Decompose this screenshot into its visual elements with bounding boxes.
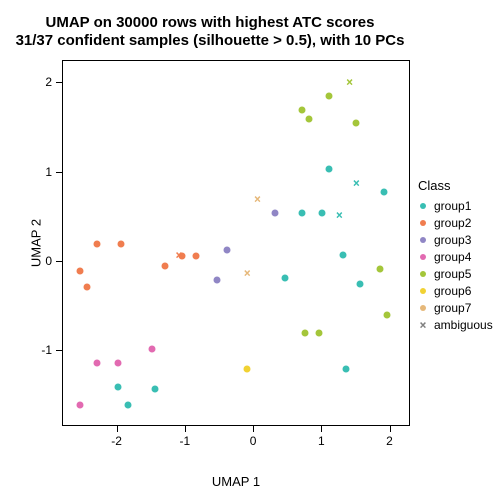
x-tick bbox=[117, 426, 118, 432]
data-point bbox=[298, 209, 305, 216]
legend-label: group1 bbox=[434, 199, 471, 213]
data-point bbox=[305, 116, 312, 123]
data-point: × bbox=[353, 177, 360, 189]
data-point bbox=[298, 107, 305, 114]
data-point bbox=[213, 276, 220, 283]
legend-label: group6 bbox=[434, 284, 471, 298]
data-point bbox=[193, 253, 200, 260]
y-tick bbox=[56, 350, 62, 351]
y-tick-label: -1 bbox=[32, 343, 52, 357]
data-point bbox=[118, 241, 125, 248]
data-point bbox=[124, 401, 131, 408]
chart-title-line2: 31/37 confident samples (silhouette > 0.… bbox=[0, 32, 420, 49]
data-point: × bbox=[336, 209, 343, 221]
legend: Class group1 group2 group3 group4 group5 grou… bbox=[418, 178, 493, 333]
data-point: × bbox=[175, 249, 182, 261]
data-point bbox=[380, 189, 387, 196]
cross-icon: × bbox=[418, 318, 428, 332]
data-point bbox=[326, 166, 333, 173]
legend-label: group7 bbox=[434, 301, 471, 315]
data-point bbox=[244, 365, 251, 372]
legend-item: group5 bbox=[418, 265, 493, 282]
legend-item: group2 bbox=[418, 214, 493, 231]
y-tick-label: 0 bbox=[32, 254, 52, 268]
data-point bbox=[319, 209, 326, 216]
x-tick-label: -1 bbox=[179, 434, 190, 448]
y-tick-label: 2 bbox=[32, 75, 52, 89]
legend-label: group5 bbox=[434, 267, 471, 281]
data-point: × bbox=[244, 267, 251, 279]
legend-item: group3 bbox=[418, 231, 493, 248]
y-tick bbox=[56, 82, 62, 83]
data-point bbox=[83, 283, 90, 290]
x-tick-label: 1 bbox=[318, 434, 325, 448]
data-point bbox=[326, 92, 333, 99]
legend-label: ambiguous bbox=[434, 318, 493, 332]
data-point bbox=[148, 346, 155, 353]
plot-area: × × × × × × bbox=[62, 60, 410, 426]
data-point bbox=[114, 359, 121, 366]
data-point bbox=[271, 209, 278, 216]
dot-icon bbox=[418, 203, 428, 209]
data-point bbox=[384, 312, 391, 319]
data-point: × bbox=[254, 193, 261, 205]
dot-icon bbox=[418, 237, 428, 243]
data-point bbox=[77, 401, 84, 408]
data-point bbox=[377, 265, 384, 272]
data-point bbox=[114, 383, 121, 390]
data-point bbox=[162, 263, 169, 270]
data-point bbox=[339, 251, 346, 258]
data-point bbox=[353, 120, 360, 127]
x-tick-label: 2 bbox=[386, 434, 393, 448]
data-point bbox=[281, 274, 288, 281]
dot-icon bbox=[418, 254, 428, 260]
y-tick bbox=[56, 261, 62, 262]
data-point bbox=[302, 330, 309, 337]
legend-label: group4 bbox=[434, 250, 471, 264]
data-point bbox=[356, 281, 363, 288]
data-point bbox=[152, 385, 159, 392]
x-tick-label: -2 bbox=[111, 434, 122, 448]
legend-label: group3 bbox=[434, 233, 471, 247]
x-tick-label: 0 bbox=[250, 434, 257, 448]
x-tick bbox=[185, 426, 186, 432]
legend-item: × ambiguous bbox=[418, 316, 493, 333]
data-point bbox=[77, 267, 84, 274]
x-tick bbox=[390, 426, 391, 432]
dot-icon bbox=[418, 288, 428, 294]
data-point bbox=[343, 365, 350, 372]
data-point bbox=[94, 359, 101, 366]
x-tick bbox=[253, 426, 254, 432]
legend-item: group6 bbox=[418, 282, 493, 299]
data-point bbox=[223, 247, 230, 254]
legend-title: Class bbox=[418, 178, 493, 193]
legend-item: group1 bbox=[418, 197, 493, 214]
dot-icon bbox=[418, 220, 428, 226]
legend-item: group7 bbox=[418, 299, 493, 316]
data-point: × bbox=[346, 76, 353, 88]
y-tick bbox=[56, 172, 62, 173]
legend-label: group2 bbox=[434, 216, 471, 230]
legend-item: group4 bbox=[418, 248, 493, 265]
x-axis-label: UMAP 1 bbox=[62, 474, 410, 489]
data-point bbox=[94, 241, 101, 248]
y-tick-label: 1 bbox=[32, 165, 52, 179]
dot-icon bbox=[418, 271, 428, 277]
data-point bbox=[315, 330, 322, 337]
chart-title-line1: UMAP on 30000 rows with highest ATC scor… bbox=[0, 14, 420, 31]
dot-icon bbox=[418, 305, 428, 311]
x-tick bbox=[321, 426, 322, 432]
